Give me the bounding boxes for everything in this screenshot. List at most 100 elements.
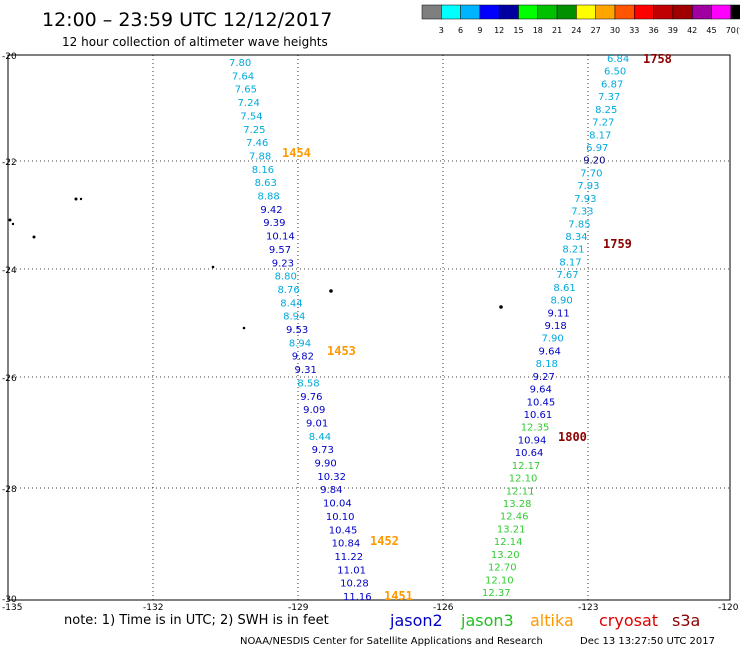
note-text: note: 1) Time is in UTC; 2) SWH is in fe…: [64, 613, 329, 628]
wave-height-value: 7.90: [542, 334, 564, 345]
legend-tick-label: 39: [668, 26, 678, 35]
latitude-label: -28: [2, 485, 17, 495]
wave-height-value: 8.44: [309, 432, 331, 443]
wave-height-value: 11.01: [337, 565, 366, 576]
island-dot: [32, 235, 36, 239]
legend-tick-label: (ft): [736, 26, 740, 35]
wave-height-value: 10.04: [323, 499, 352, 510]
wave-height-value: 8.17: [589, 130, 611, 141]
wave-height-value: 6.87: [601, 79, 623, 90]
wave-height-value: 7.46: [246, 138, 268, 149]
wave-height-value: 7.93: [574, 194, 596, 205]
wave-height-value: 13.21: [497, 524, 526, 535]
legend-tick-label: 30: [610, 26, 620, 35]
wave-height-value: 6.97: [586, 143, 608, 154]
legend-tick-label: 6: [458, 26, 463, 35]
wave-height-value: 6.50: [604, 67, 626, 78]
wave-height-value: 12.11: [506, 486, 535, 497]
credit-text: NOAA/NESDIS Center for Satellite Applica…: [240, 636, 543, 647]
island-dot: [8, 218, 12, 222]
legend-swatch: [653, 4, 674, 20]
legend-swatch: [614, 4, 635, 20]
pass-time-label: 1453: [327, 344, 356, 358]
wave-height-value: 8.16: [252, 165, 274, 176]
wave-height-value: 8.25: [595, 105, 617, 116]
island-dot: [79, 197, 83, 201]
wave-height-value: 9.64: [539, 346, 561, 357]
wave-height-value: 10.32: [317, 472, 346, 483]
legend-swatch: [479, 4, 500, 20]
longitude-label: -129: [288, 603, 309, 613]
island-dot: [211, 265, 215, 269]
latitude-label: -30: [2, 595, 17, 605]
legend-swatch: [730, 4, 740, 20]
longitude-label: -123: [578, 603, 598, 613]
wave-height-value: 10.45: [329, 525, 358, 536]
wave-height-value: 8.21: [562, 245, 584, 256]
wave-height-value: 7.80: [229, 58, 251, 69]
wave-height-value: 9.53: [286, 325, 308, 336]
legend-swatch: [634, 4, 654, 20]
wave-height-tracks: 7.80 7.64 7.65 7.24 7.54 7.25 7.46 7.88 8.16 8.63…: [229, 54, 629, 603]
wave-height-value: 7.88: [249, 151, 271, 162]
legend-swatch: [595, 4, 616, 20]
legend-swatch: [421, 4, 442, 20]
wave-height-value: 12.10: [509, 474, 538, 485]
satellite-name-label: jason2: [389, 611, 443, 630]
wave-height-value: 7.24: [238, 98, 260, 109]
legend-tick-label: 33: [629, 26, 639, 35]
longitude-label: -120: [718, 603, 739, 613]
wave-height-value: 13.20: [491, 550, 520, 561]
map-frame: [7, 54, 731, 601]
wave-height-value: 6.84: [607, 54, 629, 65]
wave-height-value: 7.54: [240, 111, 262, 122]
wave-height-value: 7.93: [577, 181, 599, 192]
wave-height-value: 10.14: [266, 232, 295, 243]
wave-height-value: 7.33: [571, 207, 593, 218]
wave-height-value: 9.11: [547, 308, 569, 319]
wave-height-value: 8.34: [565, 232, 587, 243]
latitude-label: -24: [2, 266, 17, 276]
pass-time-label: 1451: [384, 589, 413, 603]
legend-tick-label: 15: [513, 26, 523, 35]
page-subtitle: 12 hour collection of altimeter wave hei…: [62, 35, 328, 49]
wave-height-value: 7.70: [580, 168, 602, 179]
wave-height-value: 12.46: [500, 512, 529, 523]
wave-height-value: 8.76: [277, 285, 299, 296]
wave-height-value: 8.80: [275, 272, 297, 283]
wave-height-value: 12.10: [485, 575, 514, 586]
island-dot: [11, 222, 15, 226]
wave-height-value: 9.31: [295, 365, 317, 376]
wave-height-value: 9.09: [303, 405, 325, 416]
wave-height-value: 11.16: [343, 592, 372, 603]
wave-height-value: 12.35: [521, 423, 550, 434]
legend-swatch: [691, 4, 712, 20]
wave-height-value: 12.37: [482, 588, 511, 599]
wave-height-value: 9.01: [306, 418, 328, 429]
wave-height-value: 9.42: [260, 205, 282, 216]
wave-height-value: 7.85: [568, 219, 590, 230]
wave-height-value: 10.28: [340, 579, 369, 590]
wave-height-value: 10.84: [332, 539, 361, 550]
island-dot: [329, 289, 333, 293]
wave-height-value: 12.14: [494, 537, 523, 548]
wave-height-value: 8.58: [297, 378, 319, 389]
wave-height-value: 9.23: [272, 258, 294, 269]
legend-swatch: [576, 4, 596, 20]
latitude-label: -22: [2, 158, 17, 168]
legend-tick-label: 36: [649, 26, 659, 35]
satellite-name-label: jason3: [460, 611, 514, 630]
longitude-label: -135: [2, 603, 22, 613]
legend-tick-label: 3: [439, 26, 444, 35]
legend-tick-label: 24: [571, 26, 581, 35]
wave-height-value: 9.84: [320, 485, 342, 496]
wave-height-value: 9.76: [300, 392, 322, 403]
pass-time-label: 1759: [603, 237, 632, 251]
page-title: 12:00 – 23:59 UTC 12/12/2017: [42, 9, 332, 31]
wave-height-value: 8.90: [550, 296, 572, 307]
wave-height-value: 9.90: [315, 459, 337, 470]
legend-tick-label: 45: [706, 26, 716, 35]
latitude-label: -20: [2, 52, 17, 62]
